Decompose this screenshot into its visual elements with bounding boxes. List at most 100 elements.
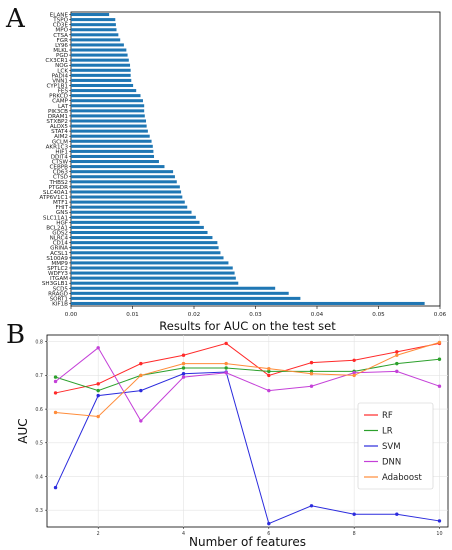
bar: [71, 104, 145, 108]
data-point-svm: [309, 504, 314, 508]
data-point-rf: [309, 360, 314, 365]
y-tick-label: GNS: [56, 210, 69, 216]
bar: [71, 251, 221, 255]
legend-box: [357, 402, 434, 490]
legend: RF LR SVM DNN Adaboost: [357, 402, 434, 490]
series-line-adaboost: [55, 341, 440, 418]
x-tick-label: 0.05: [372, 312, 385, 318]
data-point-adaboost: [96, 414, 100, 419]
y-tick-label: DDIT4: [51, 154, 69, 160]
y-tick-label: ELANE: [50, 13, 69, 19]
y-tick-label: KIF1B: [52, 301, 68, 307]
data-point-rf: [352, 358, 356, 362]
bar: [71, 271, 235, 275]
bar: [71, 230, 208, 235]
y-tick-label: 0.5: [35, 441, 43, 447]
legend-label-lr: LR: [382, 427, 393, 437]
y-tick-label: NLRC4: [50, 236, 69, 242]
bar: [71, 149, 154, 153]
x-tick-label: 2: [97, 531, 100, 537]
chart-title: Results for AUC on the test set: [159, 319, 336, 333]
data-point-svm: [395, 512, 399, 516]
data-point-lr: [181, 366, 186, 370]
bar: [71, 18, 116, 22]
y-tick-label: CD14: [53, 241, 69, 247]
bar: [71, 266, 233, 270]
data-point-lr: [395, 361, 399, 366]
data-point-adaboost: [139, 373, 143, 378]
bar: [71, 139, 152, 143]
y-tick-label: S100A9: [46, 256, 68, 262]
y-tick-label: TSPO: [52, 18, 68, 24]
x-tick-label: 0.02: [188, 312, 200, 318]
y-tick-label: AKR1C3: [46, 144, 69, 150]
bar: [71, 53, 128, 57]
bar: [71, 160, 159, 164]
y-tick-label: PRKCD: [49, 94, 68, 100]
bar: [71, 73, 131, 77]
x-tick-label: 0.01: [126, 312, 139, 318]
series-line-svm: [55, 371, 440, 525]
data-point-lr: [224, 366, 228, 370]
bar: [71, 129, 148, 133]
bar: [71, 205, 188, 209]
x-tick-label: 0.00: [65, 312, 78, 318]
data-point-svm: [139, 388, 143, 393]
data-point-lr: [309, 369, 314, 374]
y-tick-label: PADI4: [52, 73, 69, 79]
bar: [71, 170, 174, 174]
bar: [71, 286, 276, 290]
y-tick-label: LY96: [55, 43, 68, 49]
bar: [71, 215, 196, 219]
data-point-dnn: [309, 384, 314, 388]
legend-label-adaboost: Adaboost: [382, 473, 422, 483]
data-point-adaboost: [53, 410, 58, 415]
bar: [71, 114, 145, 118]
data-point-lr: [437, 357, 442, 361]
y-tick-label: ALOX5: [50, 124, 69, 130]
y-tick-label: GDS2: [52, 231, 68, 237]
bar: [71, 23, 116, 27]
panel-label-b: B: [6, 320, 25, 350]
y-tick-label: STXBP2: [46, 119, 68, 125]
data-point-rf: [267, 373, 271, 378]
data-point-adaboost: [395, 353, 399, 357]
y-tick-label: CAMP: [52, 99, 69, 105]
data-point-lr: [53, 375, 58, 379]
bar: [71, 48, 127, 52]
y-tick-label: CD3E: [53, 23, 69, 29]
bar: [71, 134, 150, 138]
y-tick-label: STAT4: [51, 129, 68, 135]
data-point-rf: [96, 382, 100, 386]
bar: [71, 38, 121, 42]
data-point-adaboost: [224, 361, 228, 366]
y-tick-label: FES: [58, 89, 69, 95]
y-tick-label: SPTLC2: [47, 266, 68, 272]
bar: [71, 165, 165, 169]
x-axis-label: Number of features: [189, 535, 306, 549]
data-point-lr: [267, 369, 271, 374]
bar: [71, 195, 183, 199]
y-tick-label: ACSL1: [50, 251, 68, 257]
data-point-adaboost: [437, 340, 442, 345]
data-point-lr: [96, 388, 100, 393]
data-point-dnn: [395, 369, 399, 374]
y-tick-label: 0.8: [35, 340, 43, 346]
y-tick-label: HGF: [56, 220, 68, 226]
bar: [71, 13, 110, 17]
auc-line-chart: 2 4 6 8 10 0.3 0.4 0.5 0.6 0.7 0.8 Results for AUC …: [16, 319, 449, 549]
y-tick-label: ATP6V1C1: [39, 195, 68, 201]
bar: [71, 99, 143, 103]
y-tick-label: SORT1: [50, 296, 69, 302]
bar: [71, 296, 301, 300]
y-tick-label: MTF1: [53, 200, 68, 206]
series-line-dnn: [55, 347, 440, 422]
bar: [71, 236, 213, 240]
y-tick-label: NOG: [55, 63, 68, 69]
data-point-dnn: [53, 379, 58, 384]
data-point-svm: [96, 393, 100, 398]
y-tick-label: LCK: [57, 68, 68, 74]
bar: [71, 261, 229, 265]
data-point-rf: [395, 350, 399, 354]
